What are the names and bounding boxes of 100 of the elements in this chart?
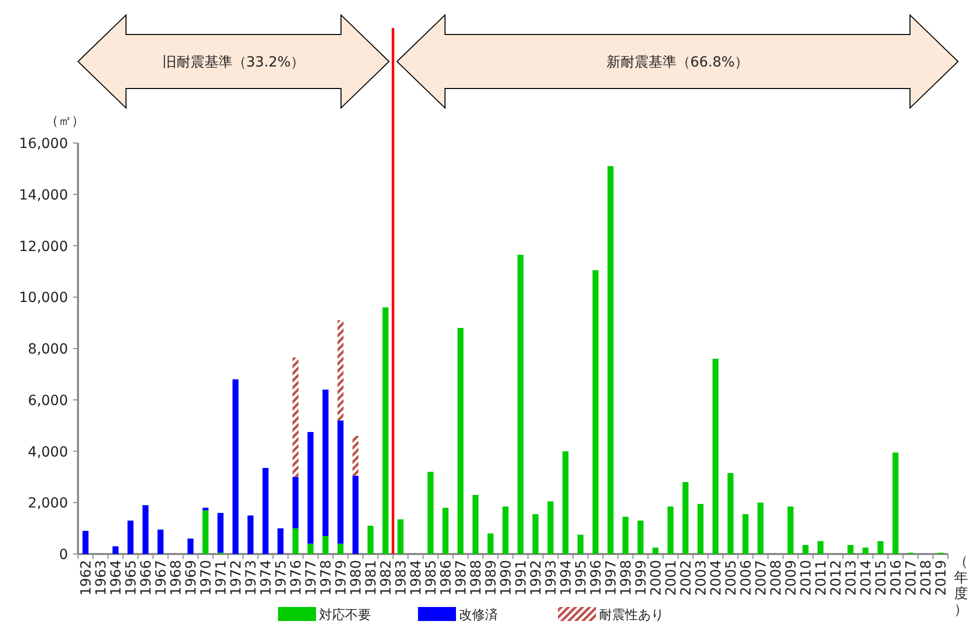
y-tick-label: 2,000 xyxy=(28,496,68,512)
y-tick-label: 10,000 xyxy=(19,290,68,306)
x-tick-label: 2018 xyxy=(918,560,934,596)
bar xyxy=(638,520,644,554)
x-tick-label: 1984 xyxy=(408,560,424,596)
bar xyxy=(878,541,884,554)
x-tick-label: 2017 xyxy=(904,560,920,596)
y-tick-label: 8,000 xyxy=(28,342,68,358)
bar xyxy=(308,432,314,544)
y-tick-label: 6,000 xyxy=(28,392,68,409)
bar xyxy=(592,270,598,554)
x-tick-label: 2000 xyxy=(648,560,664,596)
y-tick-label: 4,000 xyxy=(28,444,68,460)
legend-label: 耐震性あり xyxy=(599,608,664,623)
bar xyxy=(352,476,358,554)
bar xyxy=(322,536,328,554)
x-tick-label: 1976 xyxy=(288,560,304,596)
bar xyxy=(112,546,118,554)
x-tick-label: 1983 xyxy=(394,560,410,596)
bar xyxy=(338,544,344,554)
x-tick-label: 2015 xyxy=(874,560,890,596)
bar xyxy=(292,357,298,477)
bar xyxy=(712,358,718,554)
x-tick-label: 2011 xyxy=(814,560,830,596)
legend-label: 対応不要 xyxy=(319,607,371,623)
bar xyxy=(892,452,898,554)
bar xyxy=(458,328,464,554)
x-tick-label: 1974 xyxy=(258,560,274,596)
x-tick-label: 1997 xyxy=(604,560,620,596)
bar xyxy=(142,505,148,554)
bar xyxy=(502,506,508,554)
bar xyxy=(442,508,448,554)
bar xyxy=(698,504,704,554)
bar xyxy=(248,515,254,554)
bar xyxy=(128,520,134,554)
x-tick-label: 1986 xyxy=(438,560,454,596)
bar xyxy=(398,519,404,554)
x-tick-label: 1989 xyxy=(484,560,500,596)
x-tick-label: 1977 xyxy=(304,560,320,596)
bar xyxy=(262,468,268,554)
x-tick-label: 1993 xyxy=(544,560,560,596)
bar xyxy=(308,544,314,554)
bar xyxy=(368,526,374,554)
x-tick-label: 2007 xyxy=(754,560,770,596)
bar xyxy=(352,436,358,476)
x-tick-label: 1979 xyxy=(334,560,350,596)
bar xyxy=(338,320,344,420)
x-tick-label: 1988 xyxy=(468,560,484,596)
bar xyxy=(668,506,674,554)
x-tick-label: 2012 xyxy=(828,560,844,596)
bar xyxy=(322,390,328,536)
bar xyxy=(338,420,344,544)
bar xyxy=(728,473,734,554)
x-tick-label: 2006 xyxy=(738,560,754,596)
bar xyxy=(742,514,748,554)
bar xyxy=(82,530,88,554)
bar xyxy=(382,307,388,554)
bar xyxy=(848,545,854,554)
x-tick-label: 2004 xyxy=(708,560,724,596)
bar xyxy=(292,476,298,528)
x-tick-label: 2009 xyxy=(784,560,800,596)
x-tick-label: 1962 xyxy=(78,560,94,596)
x-tick-label: 1975 xyxy=(274,560,290,596)
x-tick-label: 2010 xyxy=(798,560,814,596)
text: 旧耐震基準（33.2%） xyxy=(162,54,305,70)
x-tick-label: 1966 xyxy=(138,560,154,596)
bar xyxy=(202,508,208,510)
x-tick-label: 1968 xyxy=(168,560,184,596)
x-tick-label: 2014 xyxy=(858,560,874,596)
x-tick-label: 2019 xyxy=(934,560,950,596)
x-tick-label: 2001 xyxy=(664,560,680,596)
bar xyxy=(802,545,808,554)
x-tick-label: 1991 xyxy=(514,560,530,596)
x-tick-label: 1996 xyxy=(588,560,604,596)
x-tick-label: 2003 xyxy=(694,560,710,596)
x-tick-label: 1987 xyxy=(454,560,470,596)
x-tick-label: 1980 xyxy=(348,560,364,596)
bar xyxy=(862,548,868,554)
x-tick-label: 1970 xyxy=(198,560,214,596)
x-tick-label: 1995 xyxy=(574,560,590,596)
bar xyxy=(278,528,284,554)
x-tick-label: 2002 xyxy=(678,560,694,596)
x-tick-label: 2016 xyxy=(888,560,904,596)
x-tick-label: 1965 xyxy=(124,560,140,596)
y-tick-label: 16,000 xyxy=(19,136,68,152)
x-tick-label: 1963 xyxy=(94,560,110,596)
x-tick-label: 1967 xyxy=(154,560,170,596)
x-tick-label: 1994 xyxy=(558,560,574,596)
x-tick-label: 2005 xyxy=(724,560,740,596)
bar xyxy=(532,514,538,554)
legend-label: 改修済 xyxy=(459,607,498,623)
text: 新耐震基準（66.8%） xyxy=(606,54,749,70)
x-tick-label: 1985 xyxy=(424,560,440,596)
x-tick-label: 1978 xyxy=(318,560,334,596)
bar xyxy=(758,502,764,554)
bar xyxy=(578,534,584,554)
bar xyxy=(428,472,434,554)
bar xyxy=(608,166,614,554)
bar xyxy=(788,506,794,554)
x-tick-label: 1998 xyxy=(618,560,634,596)
